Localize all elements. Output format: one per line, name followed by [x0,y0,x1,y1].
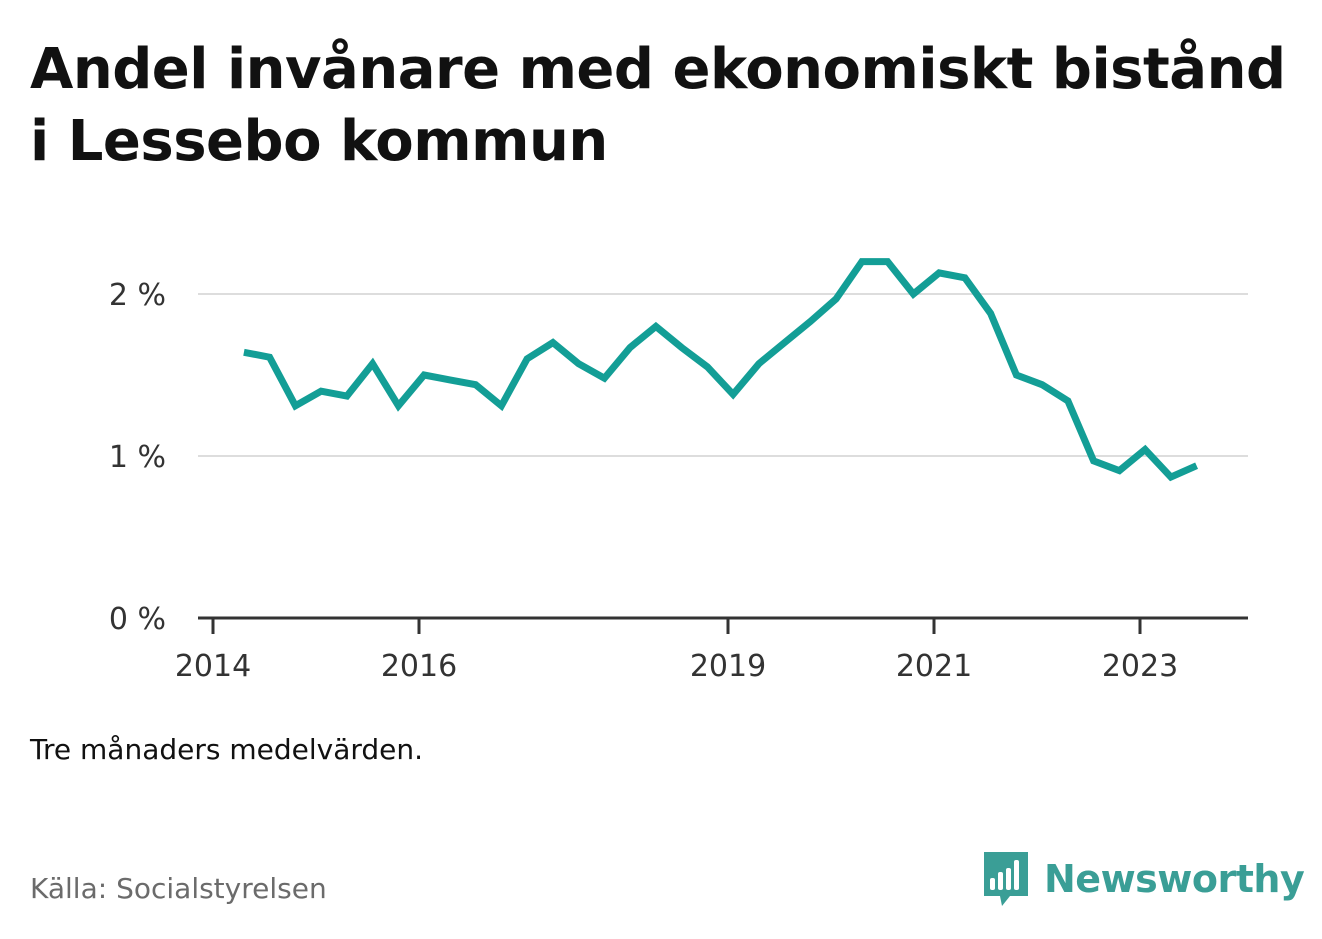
data-point [910,291,917,298]
data-point [1013,372,1020,379]
data-point [730,391,737,398]
data-point [240,349,247,356]
data-point [446,376,453,383]
x-tick-label: 2019 [690,649,766,684]
y-tick-label: 2 % [109,278,166,313]
x-tick-label: 2023 [1102,649,1178,684]
data-point [884,258,891,265]
chart-title: Andel invånare med ekonomiskt bistånd i … [30,37,1286,174]
data-point [961,274,968,281]
data-point [1090,457,1097,464]
x-tick-labels: 2014 2016 2019 2021 2023 [175,649,1178,684]
data-point [652,323,659,330]
data-point [266,354,273,361]
source-credit: Källa: Socialstyrelsen [30,872,327,905]
data-point [936,269,943,276]
data-point [807,318,814,325]
data-point [292,402,299,409]
data-point [318,388,325,395]
data-point [498,402,505,409]
x-ticks [211,618,1142,634]
data-point [524,355,531,362]
data-point [627,344,634,351]
data-point [1116,467,1123,474]
data-point [704,363,711,370]
y-tick-label: 1 % [109,440,166,475]
data-point [369,360,376,367]
data-point [395,402,402,409]
data-point [1142,446,1149,453]
y-tick-labels: 0 % 1 % 2 % [109,278,166,637]
line-chart: 0 % 1 % 2 % 2014 2016 2019 2021 2023 [109,258,1248,684]
data-point [987,310,994,317]
chart-note: Tre månaders medelvärden. [30,733,424,766]
data-point [755,360,762,367]
x-tick-label: 2014 [175,649,251,684]
data-point [601,375,608,382]
data-point [781,339,788,346]
data-point [833,295,840,302]
data-point [1193,462,1200,469]
data-point [343,393,350,400]
data-point [1167,474,1174,481]
data-point [858,258,865,265]
data-point [575,360,582,367]
data-point [678,344,685,351]
data-point [1064,397,1071,404]
series-line [243,258,1199,482]
data-series [240,258,1200,482]
y-gridlines [198,293,1248,457]
data-point [549,339,556,346]
brand-name: Newsworthy [1044,857,1305,901]
x-tick-label: 2021 [896,649,972,684]
data-point [1039,381,1046,388]
x-tick-label: 2016 [381,649,457,684]
data-point [472,381,479,388]
newsworthy-logo[interactable]: Newsworthy [980,848,1305,910]
data-point [421,372,428,379]
y-tick-label: 0 % [109,602,166,637]
bar-chart-speech-bubble-icon [984,852,1028,906]
